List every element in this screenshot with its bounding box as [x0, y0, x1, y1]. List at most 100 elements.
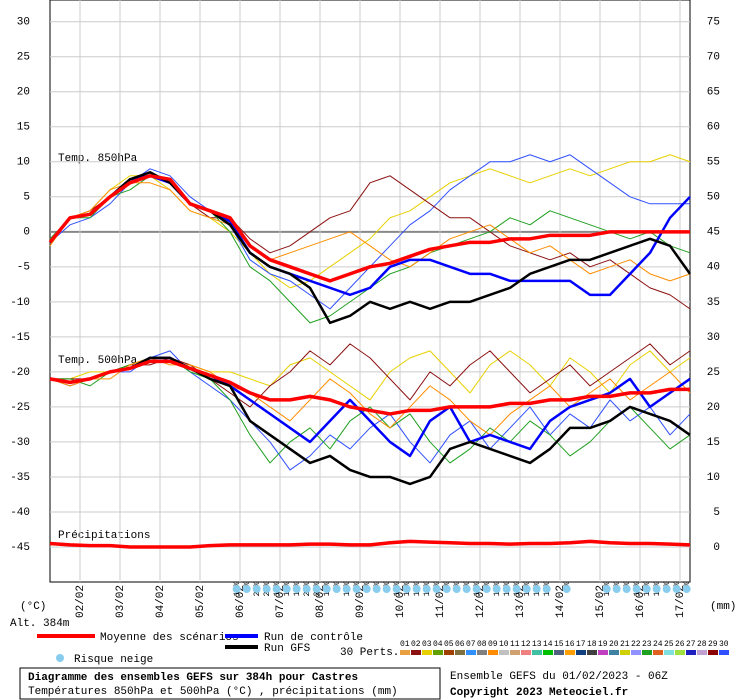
plot-frame: [49, 0, 691, 583]
member-label: 20: [609, 640, 619, 649]
y2-tick-label: 70: [707, 52, 720, 64]
snow-icon: [252, 585, 261, 593]
member-label: 01: [400, 640, 410, 649]
member-swatch: [686, 650, 696, 655]
snow-icon: [372, 585, 381, 593]
member-swatch: [433, 650, 443, 655]
title-box: [19, 667, 441, 700]
y2-tick-label: 25: [707, 367, 720, 379]
x-tick-label: 16/02: [635, 585, 647, 618]
member-swatch: [598, 650, 608, 655]
snow-icon: [402, 585, 411, 593]
member-label: 12: [521, 640, 531, 649]
snow-icon: [262, 585, 271, 593]
legend-label: Run de contrôle: [264, 632, 363, 644]
member-swatch: [543, 650, 553, 655]
snow-icon: [472, 585, 481, 593]
member-swatch: [554, 650, 564, 655]
y-tick-label: 10: [17, 157, 30, 169]
snow-icon: [662, 585, 671, 593]
member-label: 29: [708, 640, 718, 649]
snow-icon: [392, 585, 401, 593]
member-swatch: [422, 650, 432, 655]
snow-icon: [342, 585, 351, 593]
x-tick-label: 09/02: [355, 585, 367, 618]
snow-icon: [672, 585, 681, 593]
y2-tick-label: 40: [707, 262, 720, 274]
chart-title: Diagramme des ensembles GEFS sur 384h po…: [28, 672, 358, 684]
y-tick-label: 5: [23, 192, 30, 204]
member-swatch: [576, 650, 586, 655]
member-swatch: [510, 650, 520, 655]
snow-icon: [612, 585, 621, 593]
x-tick-label: 15/02: [595, 585, 607, 618]
y-tick-label: -35: [10, 472, 30, 484]
x-tick-label: 11/02: [435, 585, 447, 618]
altitude: Alt. 384m: [10, 618, 70, 630]
snow-icon: [352, 585, 361, 593]
snow-icon: [502, 585, 511, 593]
member-label: 05: [444, 640, 454, 649]
series-line: [49, 539, 691, 549]
member-swatch: [587, 650, 597, 655]
y2-tick-label: 60: [707, 122, 720, 134]
member-label: 16: [565, 640, 575, 649]
snow-icon: [642, 585, 651, 593]
snow-icon: [622, 585, 631, 593]
member-swatch: [488, 650, 498, 655]
member-label: 07: [466, 640, 476, 649]
snow-icon: [422, 585, 431, 593]
x-tick-label: 06/02: [235, 585, 247, 618]
member-swatch: [675, 650, 685, 655]
snow-icon: [312, 585, 321, 593]
snow-icon: [292, 585, 301, 593]
x-tick-label: 04/02: [155, 585, 167, 618]
y2-tick-label: 15: [707, 437, 720, 449]
y-tick-label: -25: [10, 402, 30, 414]
member-swatch: [697, 650, 707, 655]
member-label: 10: [499, 640, 509, 649]
y-tick-label: -45: [10, 542, 30, 554]
y-unit: (°C): [20, 601, 46, 613]
member-label: 27: [686, 640, 696, 649]
member-label: 11: [510, 640, 520, 649]
member-swatch: [444, 650, 454, 655]
y2-tick-label: 50: [707, 192, 720, 204]
series-line: [49, 359, 690, 416]
snow-icon: [482, 585, 491, 593]
chart-subtitle: Températures 850hPa et 500hPa (°C) , pré…: [28, 686, 398, 698]
member-swatch: [521, 650, 531, 655]
x-tick-label: 07/02: [275, 585, 287, 618]
member-label: 24: [653, 640, 663, 649]
member-label: 15: [554, 640, 564, 649]
y2-tick-label: 10: [707, 472, 720, 484]
y-tick-label: -30: [10, 437, 30, 449]
snow-icon: [602, 585, 611, 593]
snow-icon: [362, 585, 371, 593]
member-label: 14: [543, 640, 553, 649]
snow-icon: [432, 585, 441, 593]
snow-icon: [332, 585, 341, 593]
y-tick-label: 30: [17, 17, 30, 29]
y-tick-label: -20: [10, 367, 30, 379]
x-tick-label: 08/02: [315, 585, 327, 618]
x-tick-label: 10/02: [395, 585, 407, 618]
member-label: 18: [587, 640, 597, 649]
legend-label: Run GFS: [264, 643, 311, 655]
y2-tick-label: 65: [707, 87, 720, 99]
member-swatch: [477, 650, 487, 655]
member-swatch: [620, 650, 630, 655]
member-swatch: [455, 650, 465, 655]
member-label: 25: [664, 640, 674, 649]
legend-snow-icon: [56, 654, 64, 662]
snow-icon: [242, 585, 251, 593]
member-swatch: [653, 650, 663, 655]
snow-icon: [302, 585, 311, 593]
y-tick-label: -40: [10, 507, 30, 519]
x-tick-label: 17/02: [675, 585, 687, 618]
y2-tick-label: 35: [707, 297, 720, 309]
member-label: 22: [631, 640, 641, 649]
x-tick-label: 05/02: [195, 585, 207, 618]
member-swatch: [466, 650, 476, 655]
